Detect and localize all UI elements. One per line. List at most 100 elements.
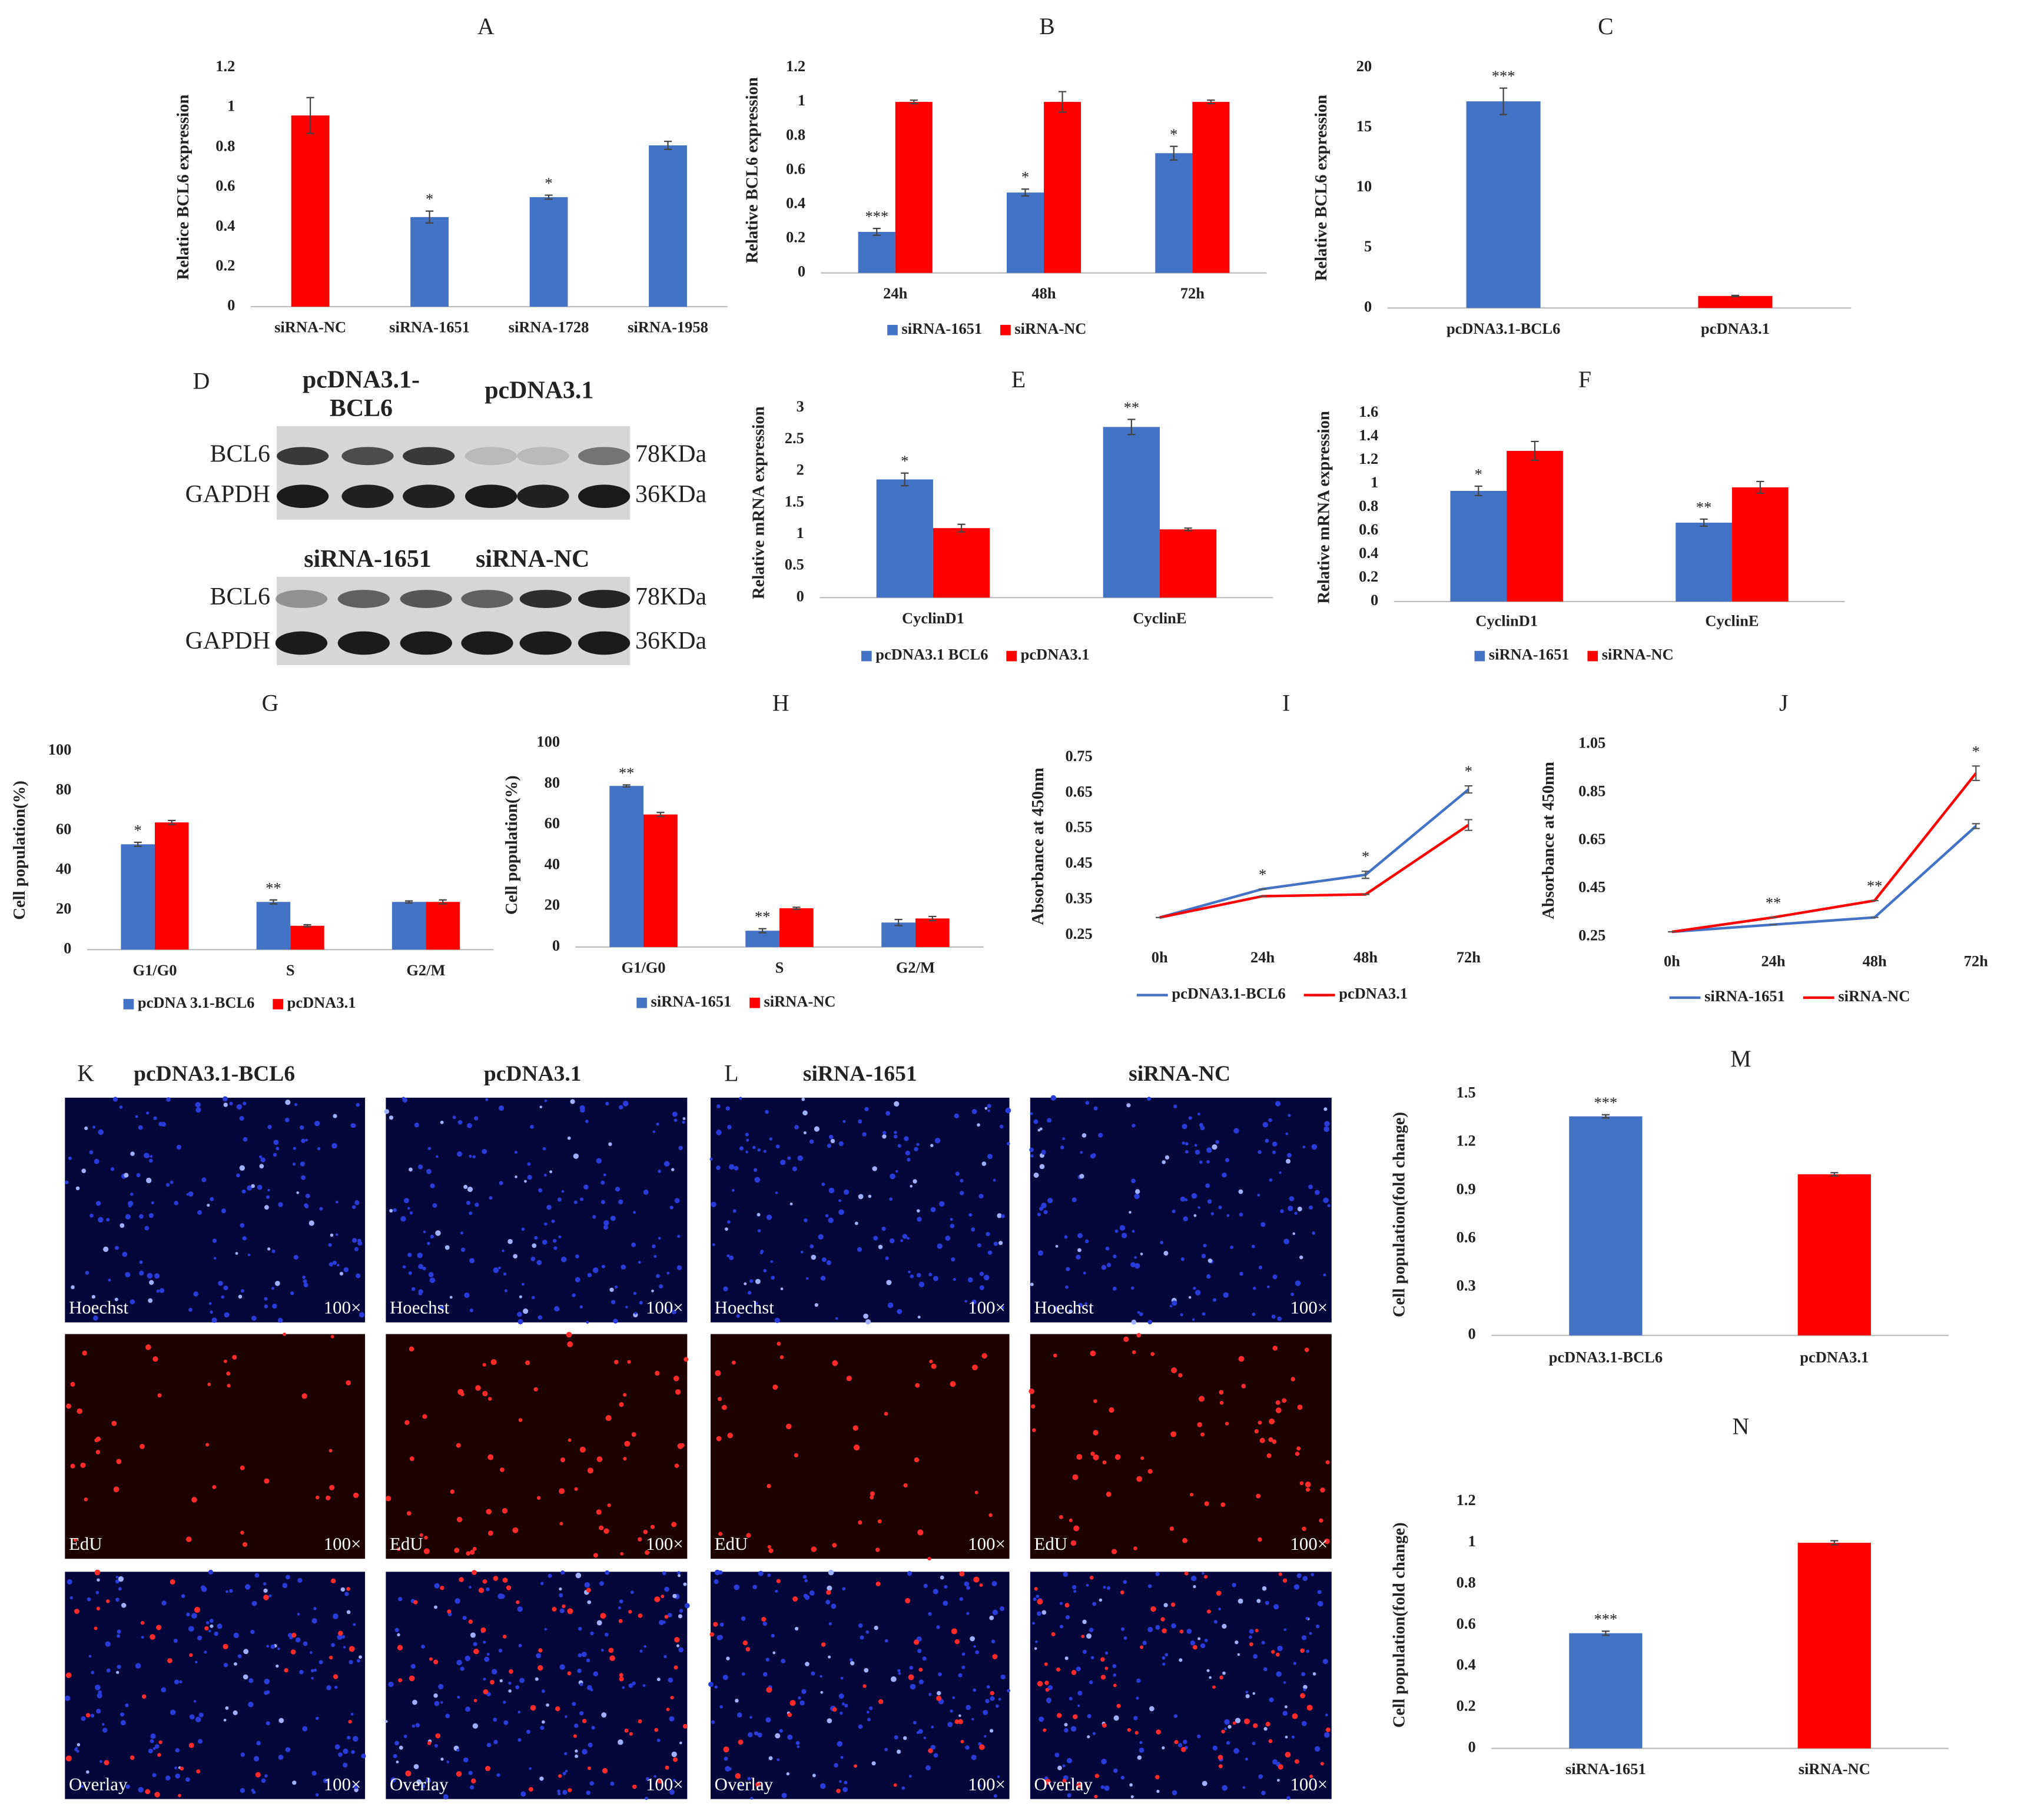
nucleus <box>285 1575 290 1580</box>
nucleus <box>389 1115 394 1120</box>
y-tick-label: 0 <box>1364 297 1372 315</box>
nucleus <box>930 1745 935 1750</box>
edu-nucleus <box>385 1496 392 1502</box>
nucleus <box>603 1224 609 1230</box>
nucleus <box>297 1613 300 1616</box>
nucleus <box>631 1242 636 1247</box>
blot-band <box>578 590 631 608</box>
nucleus <box>151 1201 154 1204</box>
nucleus <box>928 1692 932 1696</box>
nucleus <box>1065 1285 1069 1289</box>
nucleus <box>1261 1640 1265 1645</box>
nucleus <box>446 1761 450 1763</box>
nucleus <box>120 1720 126 1726</box>
chart-title: G <box>262 690 279 716</box>
nucleus <box>987 1250 993 1255</box>
nucleus <box>81 1785 84 1788</box>
nucleus <box>799 1700 805 1706</box>
nucleus <box>682 1117 686 1120</box>
nucleus <box>990 1696 995 1701</box>
nucleus <box>254 1573 260 1578</box>
nucleus <box>771 1633 775 1638</box>
blot-size-label: 78KDa <box>635 440 706 467</box>
x-tick-label: S <box>286 961 295 979</box>
nucleus <box>973 1645 976 1648</box>
edu-nucleus <box>607 1503 611 1507</box>
nucleus <box>610 1781 615 1786</box>
edu-nucleus <box>1182 1537 1187 1543</box>
nucleus <box>1101 1265 1107 1270</box>
nucleus <box>866 1711 870 1714</box>
bar <box>410 217 449 307</box>
nucleus <box>559 1593 563 1598</box>
edu-nucleus <box>1268 1739 1273 1743</box>
edu-nucleus <box>602 1768 608 1774</box>
edu-nucleus <box>623 1393 627 1397</box>
nucleus <box>233 1632 239 1639</box>
nucleus <box>250 1629 255 1635</box>
nucleus <box>440 1120 444 1124</box>
nucleus <box>258 1155 263 1158</box>
nucleus <box>1180 1257 1185 1261</box>
error-bar <box>1972 765 1980 781</box>
edu-nucleus <box>1051 1632 1056 1636</box>
nucleus <box>77 1743 81 1746</box>
nucleus <box>923 1736 927 1739</box>
legend-label: siRNA-1651 <box>1489 646 1570 663</box>
nucleus <box>794 1626 799 1631</box>
nucleus <box>878 1244 883 1250</box>
nucleus <box>150 1739 154 1743</box>
edu-nucleus <box>974 1490 978 1494</box>
y-tick-label: 0.2 <box>1359 567 1378 585</box>
nucleus <box>310 1669 314 1673</box>
nucleus <box>968 1213 973 1217</box>
nucleus <box>264 1304 268 1308</box>
nucleus <box>353 1736 359 1742</box>
nucleus <box>765 1110 769 1114</box>
bar <box>256 902 291 950</box>
edu-nucleus <box>1090 1452 1095 1456</box>
nucleus <box>84 1126 88 1130</box>
edu-nucleus <box>1031 1404 1036 1409</box>
nucleus <box>587 1273 592 1277</box>
nucleus <box>125 1271 131 1278</box>
nucleus <box>412 1724 415 1728</box>
nucleus <box>556 1308 560 1311</box>
nucleus <box>1067 1793 1071 1798</box>
nucleus <box>1325 1713 1328 1716</box>
nucleus <box>1195 1150 1200 1155</box>
nucleus <box>850 1661 855 1666</box>
stain-label: Hoechst <box>390 1297 450 1318</box>
nucleus <box>467 1122 472 1128</box>
edu-nucleus <box>1319 1518 1323 1523</box>
nucleus <box>457 1120 463 1125</box>
nucleus <box>81 1168 87 1174</box>
nucleus <box>959 1191 964 1195</box>
nucleus <box>1155 1572 1160 1576</box>
edu-nucleus <box>884 1412 888 1416</box>
nucleus <box>1033 1119 1039 1124</box>
nucleus <box>452 1115 456 1120</box>
y-tick-label: 100 <box>536 733 560 750</box>
x-tick-label: pcDNA3.1-BCL6 <box>1549 1348 1663 1366</box>
edu-nucleus <box>487 1397 492 1401</box>
nucleus <box>181 1594 185 1598</box>
error-bar <box>792 906 801 910</box>
micrograph-background <box>386 1334 688 1559</box>
stain-label: Overlay <box>715 1773 774 1794</box>
nucleus <box>1070 1726 1077 1732</box>
nucleus <box>1277 1316 1282 1321</box>
nucleus <box>201 1177 207 1183</box>
nucleus <box>797 1155 804 1161</box>
nucleus <box>658 1237 661 1240</box>
error-bar <box>910 99 918 105</box>
nucleus <box>1249 1629 1254 1634</box>
edu-nucleus <box>1170 1367 1177 1374</box>
nucleus <box>236 1173 240 1178</box>
y-tick-label: 0.2 <box>1457 1697 1476 1715</box>
nucleus <box>1262 1122 1268 1128</box>
nucleus <box>433 1693 438 1698</box>
nucleus <box>825 1599 831 1605</box>
micrograph: Hoechst 100× <box>1029 1095 1332 1325</box>
nucleus <box>353 1623 356 1626</box>
